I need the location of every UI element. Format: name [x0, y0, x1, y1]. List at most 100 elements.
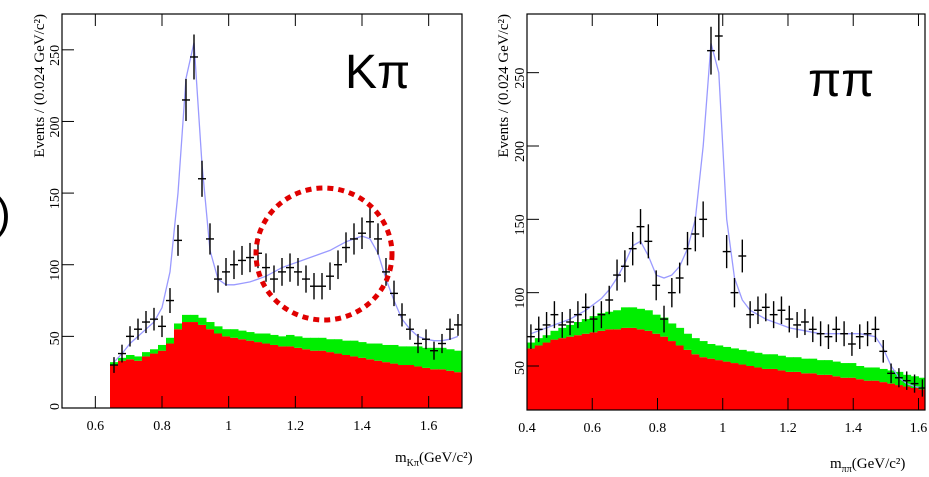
y-tick-label: 0	[48, 403, 63, 410]
hist-bin	[597, 330, 606, 410]
hist-bin	[761, 354, 771, 369]
x-tick-label: 1	[719, 421, 726, 436]
hist-bin	[294, 347, 303, 408]
hist-bin	[126, 359, 135, 408]
hist-bin	[589, 332, 598, 410]
hist-bin	[675, 345, 685, 410]
y-tick-label: 250	[48, 45, 63, 66]
hist-bin	[390, 344, 399, 364]
hist-bin	[620, 307, 630, 328]
hist-bin	[824, 374, 833, 410]
hist-bin	[730, 348, 739, 364]
hist-bin	[542, 342, 551, 410]
hist-bin	[374, 343, 383, 361]
hist-bin	[722, 361, 732, 410]
y-tick-label: 200	[48, 116, 63, 137]
hist-bin	[270, 344, 279, 408]
hist-bin	[707, 344, 716, 359]
hist-bin	[254, 333, 263, 343]
hist-bin	[699, 357, 708, 410]
hist-bin	[918, 389, 925, 410]
hist-bin	[871, 367, 880, 381]
hist-bin	[398, 346, 407, 366]
hist-bin	[714, 345, 724, 361]
hist-bin	[206, 329, 215, 408]
hist-bin	[628, 307, 638, 328]
hist-bin	[406, 365, 415, 408]
hist-bin	[785, 371, 794, 410]
hist-bin	[150, 353, 159, 408]
hist-bin	[894, 385, 904, 410]
plot-frame	[61, 13, 463, 409]
hist-bin	[398, 365, 407, 408]
channel-label: ππ	[808, 54, 874, 107]
hist-bin	[166, 343, 175, 408]
x-axis-label: mππ(GeV/c²)	[830, 456, 905, 475]
hist-bin	[636, 308, 645, 330]
hist-bin	[206, 322, 215, 330]
hist-bin	[270, 334, 279, 345]
hist-bin	[382, 362, 391, 408]
x-tick-label: 0.8	[153, 419, 171, 434]
hist-bin	[262, 333, 271, 344]
hist-bin	[326, 339, 335, 353]
x-axis-label-unit: (GeV/c²)	[852, 456, 906, 472]
hist-bin	[438, 369, 447, 408]
hist-bin	[785, 357, 794, 372]
fit-curve	[530, 43, 923, 389]
hist-bin	[667, 323, 677, 342]
hist-bin	[613, 310, 622, 330]
hist-bin	[754, 367, 763, 410]
hist-bin	[542, 335, 551, 343]
hist-bin	[422, 367, 431, 408]
hist-bin	[174, 323, 183, 330]
hist-bin	[879, 368, 888, 383]
hist-bin	[793, 357, 802, 372]
y-tick-label: 150	[48, 188, 63, 209]
x-tick-label: 1.4	[844, 421, 862, 436]
hist-bin	[190, 322, 199, 408]
hist-bin	[318, 337, 327, 351]
channel-label: Kπ	[345, 46, 410, 99]
hist-bin	[230, 329, 239, 338]
y-tick-label: 250	[513, 68, 528, 89]
y-tick-label: 50	[48, 331, 63, 345]
x-axis-label-symbol: m	[830, 456, 842, 472]
hist-bin	[808, 373, 818, 410]
hist-bin	[667, 341, 677, 410]
hist-bin	[746, 351, 755, 366]
hist-bin	[198, 324, 207, 408]
hist-bin	[644, 310, 653, 331]
hist-bin	[286, 346, 295, 408]
hist-bin	[430, 369, 439, 408]
hist-bin	[190, 314, 199, 323]
plot-frame	[526, 13, 926, 411]
hist-bin	[644, 330, 653, 410]
hist-bin	[150, 349, 159, 354]
hist-bin	[824, 360, 833, 375]
hist-bin	[158, 344, 167, 351]
hist-bin	[246, 340, 255, 408]
hist-bin	[374, 360, 383, 408]
hist-bin	[691, 338, 700, 355]
hist-bin	[855, 366, 865, 380]
hist-bin	[294, 336, 303, 348]
plot-area	[527, 14, 925, 410]
hist-bin	[534, 345, 544, 410]
y-tick-label: 150	[513, 214, 528, 235]
hist-bin	[660, 336, 669, 410]
hist-bin	[446, 349, 455, 371]
hist-bin	[613, 329, 622, 410]
hist-bin	[832, 361, 841, 377]
x-axis-label: mKπ(GeV/c²)	[395, 450, 473, 469]
hist-bin	[793, 371, 802, 410]
hist-bin	[302, 349, 311, 408]
hist-bin	[214, 326, 223, 334]
hist-bin	[558, 338, 567, 410]
hist-bin	[683, 349, 692, 410]
hist-bin	[581, 319, 591, 334]
hist-bin	[182, 314, 191, 323]
x-tick-label: 1.6	[910, 421, 928, 436]
hist-bin	[174, 329, 183, 408]
